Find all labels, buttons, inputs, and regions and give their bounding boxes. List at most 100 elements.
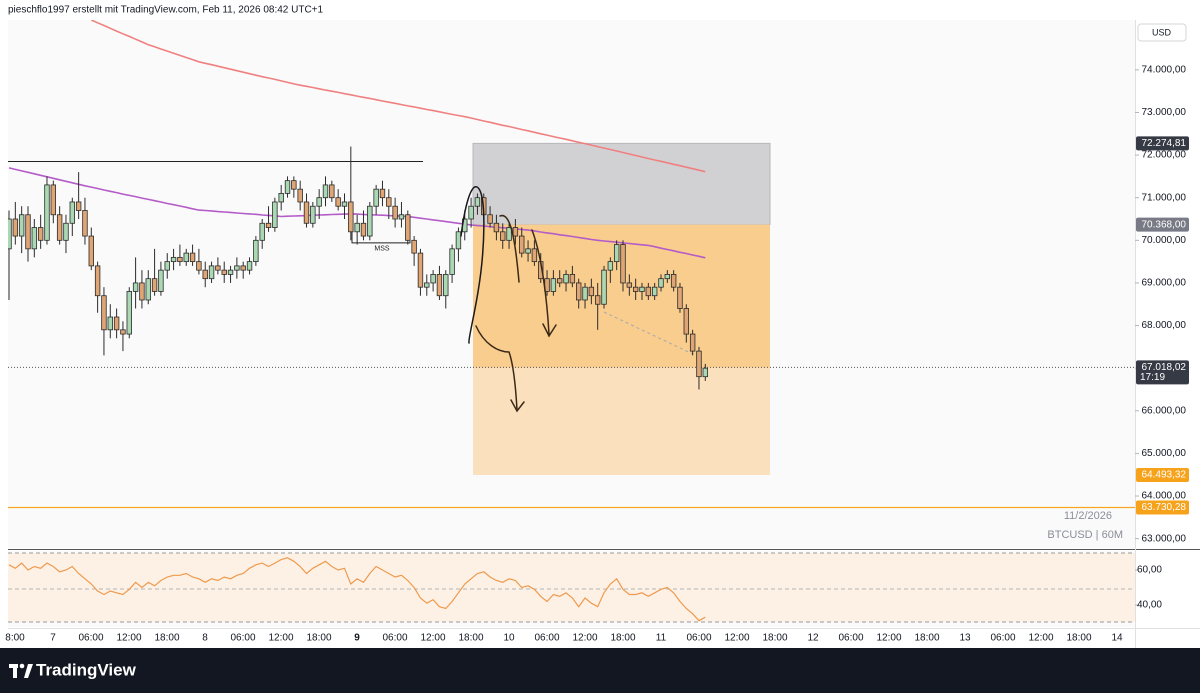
candle-body [626,282,633,288]
candle-body [132,282,139,292]
x-tick-label: 18:00 [458,633,483,644]
candle-body [215,265,221,271]
candle-body [639,286,645,292]
y-tick-label: 72.000,00 [1142,150,1187,161]
candle-body [329,184,335,199]
x-tick-label: 9 [354,633,360,644]
rsi-line [8,557,706,622]
x-tick-label: 06:00 [838,633,863,644]
candle-body [379,188,386,199]
candle-body [139,282,145,301]
candle-body [651,286,658,297]
footer-brand: TradingView [36,660,137,679]
candle-body [525,248,531,254]
candle-body [405,214,411,241]
candle-body [582,286,588,301]
footer-logo [9,663,33,678]
candle-body [367,205,373,237]
y-tick-label: 71.000,00 [1142,192,1187,203]
x-tick-label: 14 [1111,633,1123,644]
x-tick-label: 06:00 [534,633,559,644]
candle-body [601,269,607,305]
candle-body [658,278,664,288]
candle-body [126,291,132,335]
hand-drawing [460,186,485,344]
candle-body [265,222,272,228]
candle-body [44,184,50,241]
level-price-label: 63.730,28 [1142,502,1187,513]
candle-body [259,222,265,241]
candle-body [348,201,354,233]
candle-body [272,201,278,228]
hand-drawing [499,214,520,283]
x-tick-label: 12:00 [1028,633,1053,644]
y-tick-label: 64.000,00 [1142,491,1187,502]
y-tick-label: 73.000,00 [1142,107,1187,118]
level-price-label-bg [1136,500,1189,515]
candle-body [164,261,170,271]
candle-body [12,218,19,237]
x-tick-label: 06:00 [686,633,711,644]
y-tick-label: 68.000,00 [1142,320,1187,331]
candle-body [196,261,202,271]
last-price-label: 67.018,02 [1142,362,1187,373]
candle-body [120,329,126,335]
candle-body [436,274,443,297]
candle-body [594,295,601,305]
candle-body [316,197,322,207]
candle-body [373,188,379,207]
candle-body [310,205,316,224]
candle-body [189,252,196,263]
stop-zone [472,142,771,226]
candle-body [101,295,107,331]
x-tick-label: 06:00 [990,633,1015,644]
currency-button[interactable] [1137,23,1187,42]
candle-body [645,286,652,297]
footer [0,648,1200,693]
symbol-label: BTCUSD | 60M [1047,529,1123,541]
x-tick-label: 12:00 [876,633,901,644]
candle-body [170,256,177,263]
entry-price-label-bg [1136,217,1189,232]
target-price-label-bg [1136,467,1189,482]
candle-body [576,282,582,301]
candle-body [208,265,215,280]
hand-drawing [475,325,525,413]
x-tick-label: 12:00 [420,633,445,644]
y-tick-label: 63.000,00 [1142,533,1187,544]
candle-body [607,261,614,271]
candle-body [487,214,493,224]
candle-body [664,274,671,280]
target-price-label: 64.493,32 [1142,470,1187,481]
entry-price-label: 70.368,00 [1142,219,1187,230]
candle-body [588,286,595,297]
x-tick-label: 06:00 [78,633,103,644]
candle-body [278,193,284,203]
candle-body [221,269,227,275]
x-tick-label: 8 [202,633,208,644]
y-tick-label: 65.000,00 [1142,448,1187,459]
x-tick-label: 18:00 [1066,633,1091,644]
candle-body [360,222,367,237]
candle-body [455,231,462,250]
mss-label: MSS [374,246,390,253]
candle-body [683,308,690,335]
candle-body [94,265,101,297]
header-text: pieschflo1997 erstellt mit TradingView.c… [8,5,324,16]
candle-body [702,367,708,378]
date-label: 11/2/2026 [1064,510,1112,522]
rsi-band [8,553,1135,622]
candle-body [670,274,677,288]
candle-body [449,248,455,275]
candle-body [253,239,259,263]
axes: 74.000,00 73.000,00 72.000,00 71.000,00 70.0… [5,65,1189,644]
candle-body [18,214,25,237]
candle-body [151,278,158,292]
candle-body [297,188,303,203]
candle-body [468,205,474,220]
candle-body [696,350,702,378]
candle-body [234,265,240,271]
candle-body [63,222,69,241]
candle-body [632,286,639,292]
